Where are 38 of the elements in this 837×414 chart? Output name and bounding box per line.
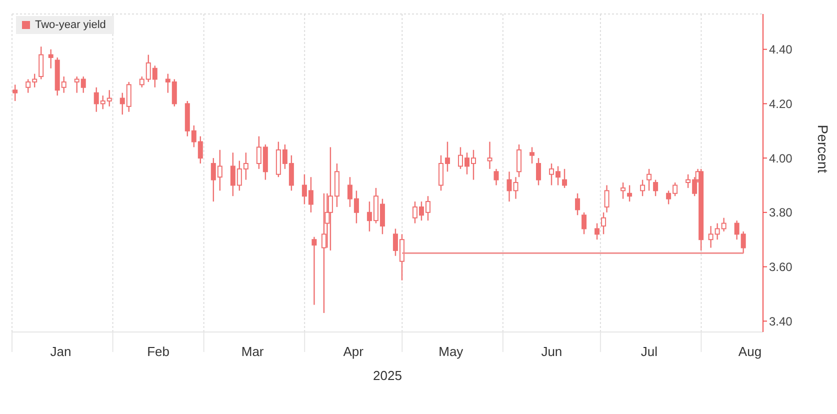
y-tick-label: 3.60 [769, 260, 793, 274]
legend-label: Two-year yield [35, 19, 106, 31]
y-tick-label: 4.40 [769, 42, 793, 57]
y-tick-label: 3.40 [769, 314, 793, 328]
candlestick [604, 184, 610, 214]
candlestick [601, 212, 606, 235]
candlestick [530, 146, 535, 164]
candlestick [575, 192, 580, 216]
x-tick-label: Mar [241, 344, 264, 359]
candlestick [487, 141, 492, 170]
candlestick [653, 179, 658, 197]
x-tick-label: Jan [50, 344, 72, 359]
x-axis-title: 2025 [373, 368, 402, 383]
candlestick [620, 182, 626, 200]
y-axis-title: Percent [815, 124, 832, 174]
candlestick [646, 168, 652, 192]
candlestick [494, 168, 499, 186]
candlestick [594, 222, 600, 240]
x-tick-label: Jul [640, 344, 658, 359]
candlestick [582, 212, 587, 235]
x-tick-label: Aug [738, 344, 762, 359]
candlestick [38, 46, 44, 80]
candlestick [312, 236, 317, 306]
candlestick [12, 84, 18, 102]
x-tick-label: May [438, 344, 464, 359]
x-tick-label: Apr [343, 344, 364, 359]
x-tick-label: Jun [541, 344, 562, 359]
candlestick [516, 144, 522, 178]
candlestick [640, 179, 646, 197]
x-tick-label: Feb [147, 344, 170, 359]
candlestick [627, 184, 632, 202]
candlestick [562, 168, 568, 189]
candlestick [321, 192, 326, 314]
y-tick-label: 4.20 [769, 96, 793, 111]
y-tick-label: 3.80 [769, 206, 793, 220]
y-tick-label: 4.00 [769, 151, 793, 166]
candlestick [48, 48, 54, 69]
candlestick [536, 157, 542, 186]
